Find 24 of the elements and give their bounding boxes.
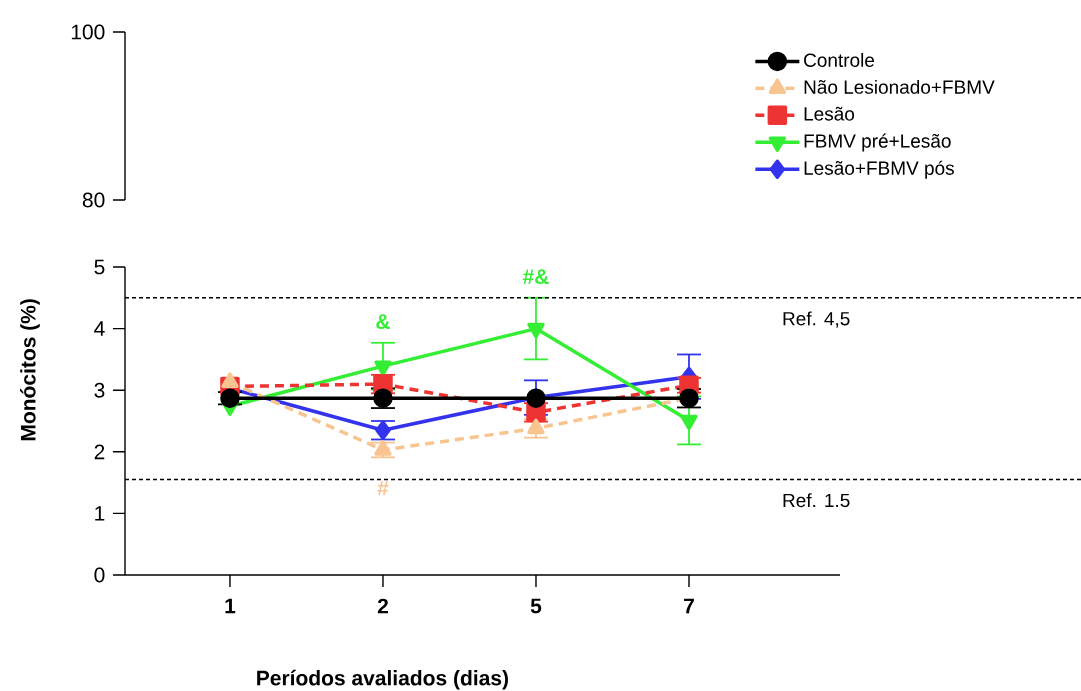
y-tick-label: 0 [94,567,105,583]
legend-label: Lesão+FBMV pós [804,160,954,179]
x-tick-label: 5 [530,598,542,614]
annotation: #& [522,269,549,285]
y-tick-label: 4 [94,321,105,336]
y-tick-label: 100 [71,24,105,40]
legend-label: Controle [804,53,875,67]
annotation: & [376,314,390,330]
x-tick-label: 1 [225,598,236,614]
legend-label: Lesão [804,106,855,121]
y-tick-label: 1 [95,506,105,521]
ref-line-label: Ref. 1.5 [783,493,850,508]
annotation: # [377,481,389,496]
y-tick-label: 80 [82,192,105,208]
y-tick-label: 3 [94,382,105,398]
legend-label: Não Lesionado+FBMV [804,79,995,94]
legend-label: FBMV pré+Lesão [804,133,951,152]
y-axis-title: Monócitos (%) [20,299,40,441]
x-tick-label: 2 [377,598,388,614]
y-tick-label: 2 [94,444,105,460]
ref-line-label: Ref. 4,5 [783,311,850,328]
y-tick-label: 5 [94,259,105,275]
x-tick-label: 7 [684,598,694,614]
x-axis-title: Períodos avaliados (dias) [257,669,508,690]
